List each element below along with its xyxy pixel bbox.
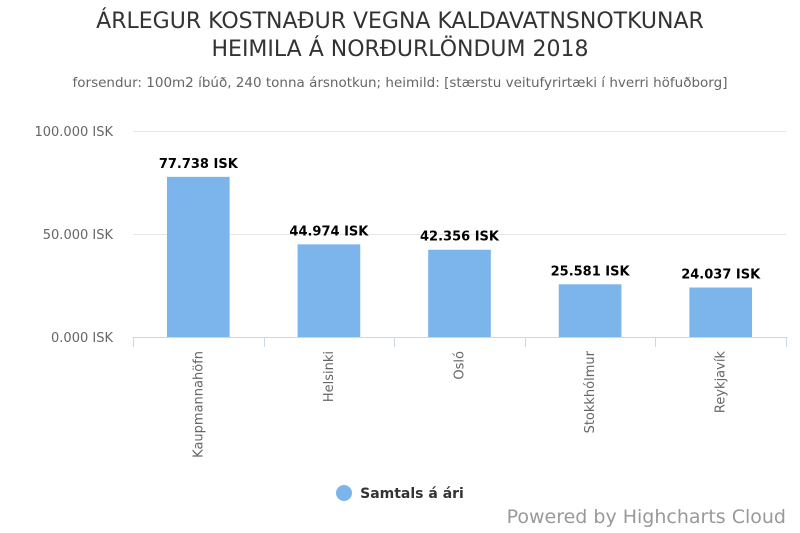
legend[interactable]: Samtals á ári — [0, 485, 800, 502]
chart-subtitle: forsendur: 100m2 íbúð, 240 tonna ársnotk… — [72, 75, 728, 91]
x-tick-label: Osló — [453, 351, 468, 380]
chart-title-line-2: HEIMILA Á NORÐURLÖNDUM 2018 — [211, 37, 589, 62]
x-tick-label: Reykjavík — [714, 351, 729, 414]
data-label: 44.974 ISK — [289, 224, 369, 239]
y-tick-label: 0.000 ISK — [51, 331, 113, 346]
x-tick-label: Helsinki — [322, 351, 337, 402]
data-label: 42.356 ISK — [420, 230, 500, 245]
data-label: 24.037 ISK — [681, 267, 761, 282]
bar — [428, 249, 491, 337]
x-tick-label: Kaupmannahöfn — [191, 351, 206, 458]
bar — [689, 287, 753, 337]
chart-title: ÁRLEGUR KOSTNAÐUR VEGNA KALDAVATNSNOTKUN… — [0, 8, 800, 64]
legend-swatch-icon — [336, 485, 353, 501]
bar — [558, 284, 622, 337]
legend-label[interactable]: Samtals á ári — [360, 486, 464, 502]
chart-title-line-1: ÁRLEGUR KOSTNAÐUR VEGNA KALDAVATNSNOTKUN… — [96, 9, 704, 34]
bar — [166, 176, 230, 337]
credits-link[interactable]: Powered by Highcharts Cloud — [506, 506, 786, 528]
data-label: 77.738 ISK — [159, 157, 239, 172]
bar — [297, 244, 361, 337]
data-label: 25.581 ISK — [551, 264, 631, 279]
y-tick-label: 50.000 ISK — [43, 228, 114, 243]
y-tick-label: 100.000 ISK — [34, 125, 113, 140]
x-tick-label: Stokkhólmur — [583, 350, 598, 433]
